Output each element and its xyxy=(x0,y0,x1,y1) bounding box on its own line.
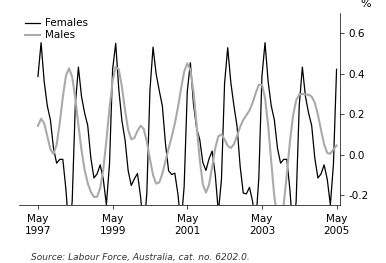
Females xyxy=(48,118,53,122)
Females xyxy=(213,173,218,176)
Text: Source: Labour Force, Australia, cat. no. 6202.0.: Source: Labour Force, Australia, cat. no… xyxy=(31,253,250,262)
Males xyxy=(45,135,50,138)
Females xyxy=(191,103,196,106)
Y-axis label: %: % xyxy=(360,0,371,9)
Males xyxy=(188,68,193,71)
Females xyxy=(39,41,43,44)
Females xyxy=(120,119,124,123)
Line: Females: Females xyxy=(38,43,337,232)
Females xyxy=(272,118,277,122)
Males xyxy=(278,220,283,223)
Females xyxy=(334,68,339,71)
Males xyxy=(58,122,62,125)
Females xyxy=(67,231,71,234)
Males xyxy=(210,165,215,168)
Legend: Females, Males: Females, Males xyxy=(24,18,88,41)
Males xyxy=(334,144,339,147)
Males xyxy=(185,62,190,65)
Females xyxy=(61,158,65,161)
Males xyxy=(113,65,118,68)
Line: Males: Males xyxy=(38,63,337,222)
Females xyxy=(36,75,40,78)
Males xyxy=(269,160,274,163)
Males xyxy=(36,124,40,128)
